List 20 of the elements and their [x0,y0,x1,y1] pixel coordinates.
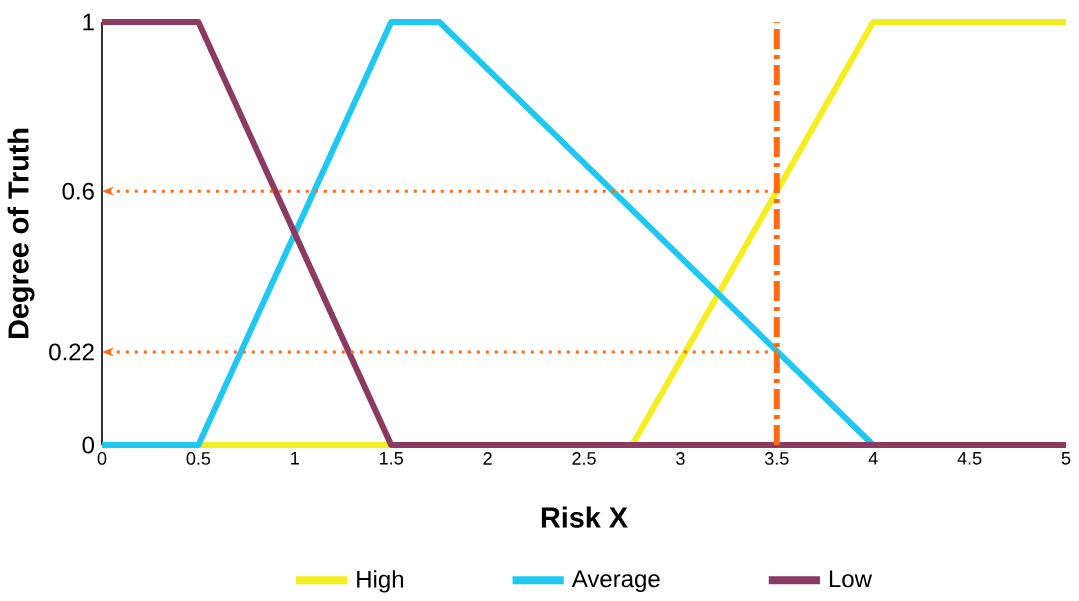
x-tick-label: 2.5 [572,452,596,465]
legend-label: Average [571,570,660,593]
x-tick-label: 1.5 [380,452,403,465]
x-tick-label: 0 [97,452,107,465]
x-tick-label: 4.5 [957,452,982,465]
x-tick-label: 0.5 [186,452,211,465]
y-tick-label: 0.22 [49,343,94,361]
y-tick-label: 0.6 [62,182,94,200]
legend-label: Low [829,570,873,588]
x-tick-label: 2 [483,452,492,465]
y-tick-label: 1 [83,13,94,31]
x-tick-label: 3.5 [764,452,789,465]
x-tick-label: 5 [1061,452,1071,465]
y-tick-label: 0 [82,436,95,454]
x-axis-title: Risk X [541,506,628,528]
x-tick-label: 1 [291,452,299,465]
y-axis-title: Degree of Truth [7,128,35,338]
legend-label: High [357,570,404,593]
x-tick-label: 4 [868,452,878,465]
x-tick-label: 3 [676,452,685,465]
